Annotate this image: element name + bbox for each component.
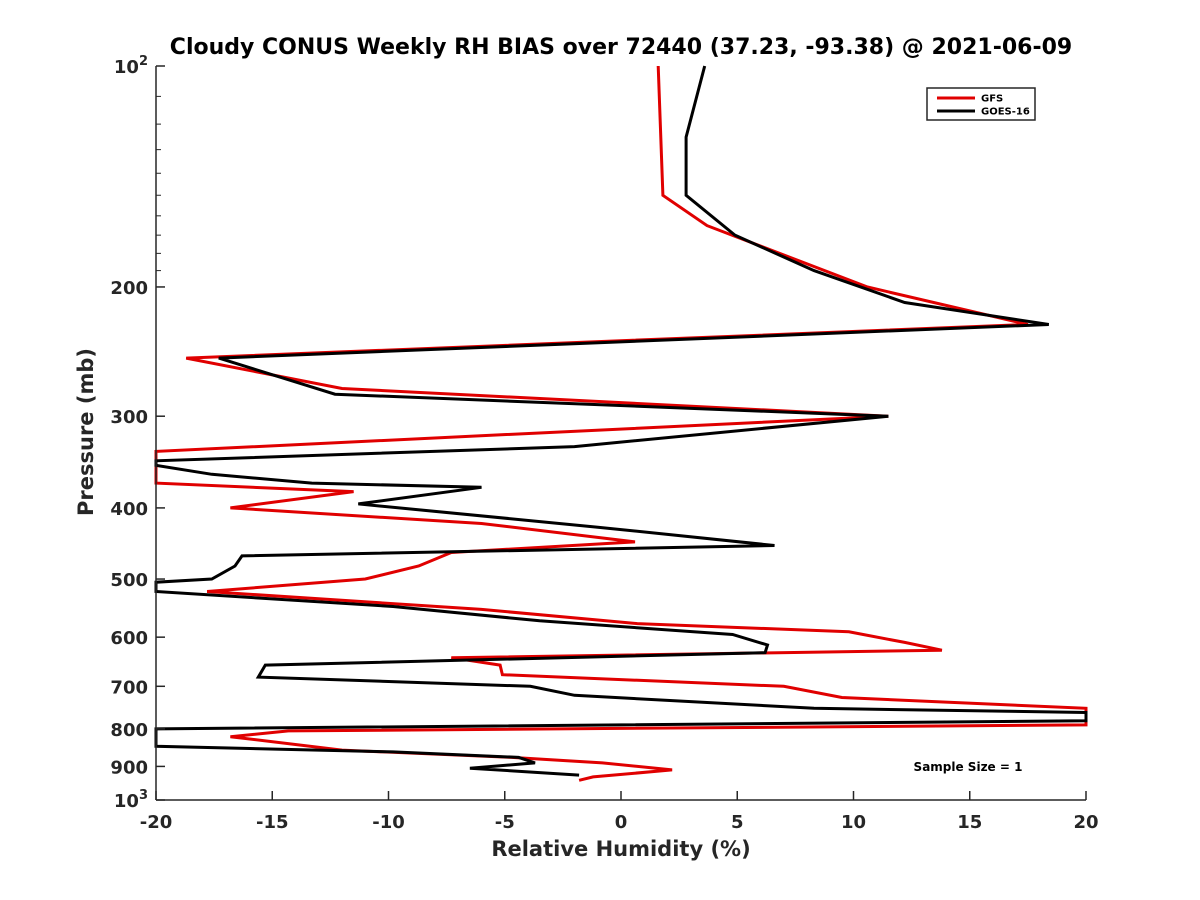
series-line-goes-16 [154, 65, 1088, 777]
series-line-gfs [154, 65, 1088, 782]
legend-label: GOES-16 [981, 107, 1030, 118]
x-tick-label: 10 [841, 812, 866, 833]
axes-layer: -20 -15 -10 -5 0 5 10 15 20 102 200 300 400 500 600 700… [110, 54, 1098, 833]
y-axis-label: Pressure (mb) [74, 348, 98, 516]
sample-size-annotation: Sample Size = 1 [914, 760, 1023, 774]
x-axis-label: Relative Humidity (%) [491, 837, 750, 861]
y-tick-label: 700 [110, 677, 148, 698]
y-tick-label: 400 [110, 499, 148, 520]
x-tick-label: -15 [256, 812, 289, 833]
y-tick-label: 102 [114, 54, 148, 78]
legend-label: GFS [981, 94, 1003, 105]
y-tick-label: 900 [110, 757, 148, 778]
y-tick-label: 500 [110, 570, 148, 591]
plot-background [156, 66, 1086, 800]
x-tick-label: -5 [495, 812, 515, 833]
x-tick-label: 5 [731, 812, 744, 833]
series-layer [154, 65, 1088, 782]
chart-title: Cloudy CONUS Weekly RH BIAS over 72440 (… [170, 35, 1072, 60]
y-tick-label: 200 [110, 278, 148, 299]
x-tick-label: -10 [372, 812, 405, 833]
x-tick-label: 0 [615, 812, 628, 833]
legend: GFS GOES-16 [926, 87, 1036, 121]
y-tick-label: 600 [110, 628, 148, 649]
legend-box [926, 87, 1036, 121]
x-tick-label: -20 [140, 812, 173, 833]
y-tick-label: 103 [114, 788, 148, 812]
plot-area [156, 66, 1086, 800]
y-tick-label: 800 [110, 720, 148, 741]
x-tick-label: 20 [1073, 812, 1098, 833]
y-tick-label: 300 [110, 407, 148, 428]
x-tick-label: 15 [957, 812, 982, 833]
